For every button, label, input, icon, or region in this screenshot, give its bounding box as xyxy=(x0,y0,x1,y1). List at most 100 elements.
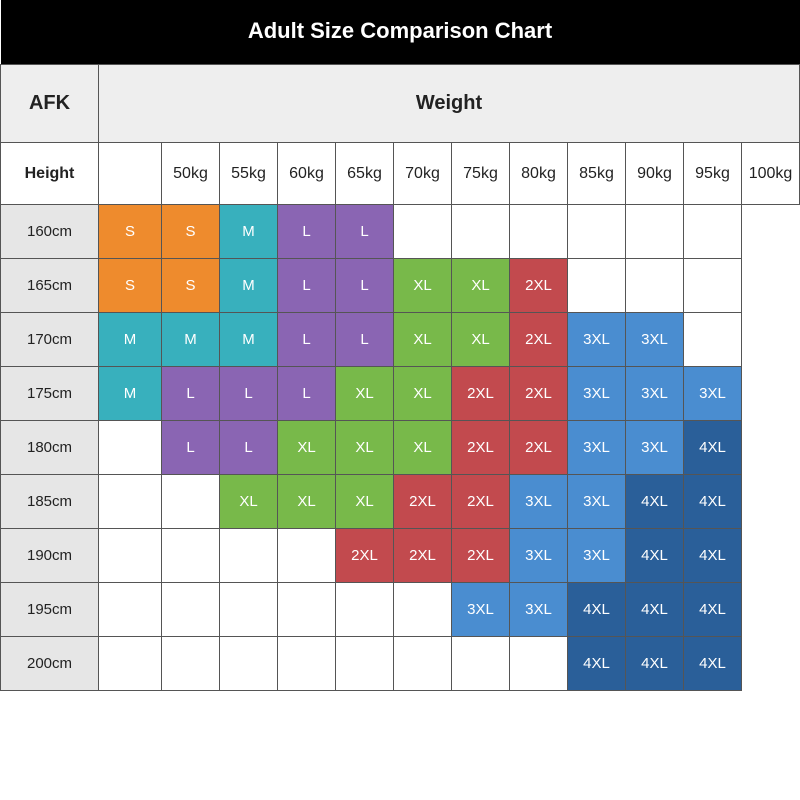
size-cell: 2XL xyxy=(336,529,394,583)
size-cell: XL xyxy=(394,367,452,421)
empty-cell xyxy=(278,529,336,583)
size-cell: 3XL xyxy=(510,583,568,637)
size-cell: XL xyxy=(278,421,336,475)
size-cell: 2XL xyxy=(452,367,510,421)
row-header: 190cm xyxy=(1,529,99,583)
col-header: 65kg xyxy=(336,143,394,205)
size-cell: L xyxy=(162,421,220,475)
size-cell: 4XL xyxy=(684,637,742,691)
size-cell: 4XL xyxy=(626,583,684,637)
size-cell: 2XL xyxy=(510,367,568,421)
col-header: 80kg xyxy=(510,143,568,205)
size-cell: L xyxy=(336,259,394,313)
spacer-cell xyxy=(99,143,162,205)
empty-cell xyxy=(684,205,742,259)
size-chart-table: Adult Size Comparison Chart AFK Weight H… xyxy=(0,0,800,691)
size-cell: 3XL xyxy=(684,367,742,421)
size-cell: 3XL xyxy=(626,313,684,367)
col-header: 100kg xyxy=(742,143,800,205)
col-header: 50kg xyxy=(162,143,220,205)
empty-cell xyxy=(510,205,568,259)
row-header: 195cm xyxy=(1,583,99,637)
empty-cell xyxy=(220,637,278,691)
corner-label: AFK xyxy=(1,65,99,143)
size-cell: 2XL xyxy=(394,529,452,583)
size-cell: 3XL xyxy=(568,475,626,529)
size-cell: L xyxy=(336,205,394,259)
row-header: 175cm xyxy=(1,367,99,421)
size-cell: 2XL xyxy=(452,529,510,583)
size-cell: 4XL xyxy=(684,583,742,637)
weight-axis-label: Weight xyxy=(99,65,800,143)
size-cell: 3XL xyxy=(626,367,684,421)
row-header: 185cm xyxy=(1,475,99,529)
col-header: 90kg xyxy=(626,143,684,205)
empty-cell xyxy=(336,583,394,637)
size-cell: 4XL xyxy=(684,475,742,529)
empty-cell xyxy=(568,205,626,259)
empty-cell xyxy=(278,637,336,691)
empty-cell xyxy=(336,637,394,691)
empty-cell xyxy=(626,205,684,259)
size-cell: 4XL xyxy=(568,637,626,691)
empty-cell xyxy=(99,475,162,529)
size-cell: M xyxy=(162,313,220,367)
size-cell: 3XL xyxy=(568,529,626,583)
empty-cell xyxy=(568,259,626,313)
size-cell: M xyxy=(99,313,162,367)
size-cell: M xyxy=(220,205,278,259)
empty-cell xyxy=(394,637,452,691)
size-cell: M xyxy=(220,259,278,313)
size-cell: M xyxy=(220,313,278,367)
size-cell: L xyxy=(278,313,336,367)
empty-cell xyxy=(162,637,220,691)
empty-cell xyxy=(162,529,220,583)
empty-cell xyxy=(220,583,278,637)
col-header: 60kg xyxy=(278,143,336,205)
empty-cell xyxy=(394,583,452,637)
size-cell: 3XL xyxy=(510,475,568,529)
size-cell: 3XL xyxy=(510,529,568,583)
size-cell: XL xyxy=(452,259,510,313)
empty-cell xyxy=(99,637,162,691)
size-cell: 2XL xyxy=(510,313,568,367)
col-header: 95kg xyxy=(684,143,742,205)
empty-cell xyxy=(99,421,162,475)
empty-cell xyxy=(220,529,278,583)
size-cell: 2XL xyxy=(510,259,568,313)
row-header: 160cm xyxy=(1,205,99,259)
empty-cell xyxy=(684,313,742,367)
size-cell: 4XL xyxy=(626,637,684,691)
size-cell: XL xyxy=(336,421,394,475)
col-header: 75kg xyxy=(452,143,510,205)
size-cell: 4XL xyxy=(684,421,742,475)
col-header: 85kg xyxy=(568,143,626,205)
size-cell: 4XL xyxy=(568,583,626,637)
size-cell: L xyxy=(162,367,220,421)
size-cell: 3XL xyxy=(568,421,626,475)
size-cell: L xyxy=(278,205,336,259)
empty-cell xyxy=(684,259,742,313)
size-cell: M xyxy=(99,367,162,421)
row-header: 170cm xyxy=(1,313,99,367)
size-cell: S xyxy=(162,259,220,313)
size-cell: 2XL xyxy=(394,475,452,529)
empty-cell xyxy=(162,475,220,529)
size-cell: 3XL xyxy=(626,421,684,475)
empty-cell xyxy=(510,637,568,691)
size-cell: 3XL xyxy=(452,583,510,637)
size-cell: 3XL xyxy=(568,313,626,367)
size-cell: L xyxy=(278,259,336,313)
empty-cell xyxy=(626,259,684,313)
size-cell: XL xyxy=(336,367,394,421)
size-cell: L xyxy=(278,367,336,421)
size-cell: XL xyxy=(394,313,452,367)
size-cell: 4XL xyxy=(626,529,684,583)
size-cell: 4XL xyxy=(626,475,684,529)
size-cell: XL xyxy=(220,475,278,529)
empty-cell xyxy=(394,205,452,259)
empty-cell xyxy=(452,637,510,691)
chart-title: Adult Size Comparison Chart xyxy=(1,0,800,65)
size-cell: 2XL xyxy=(452,421,510,475)
empty-cell xyxy=(278,583,336,637)
